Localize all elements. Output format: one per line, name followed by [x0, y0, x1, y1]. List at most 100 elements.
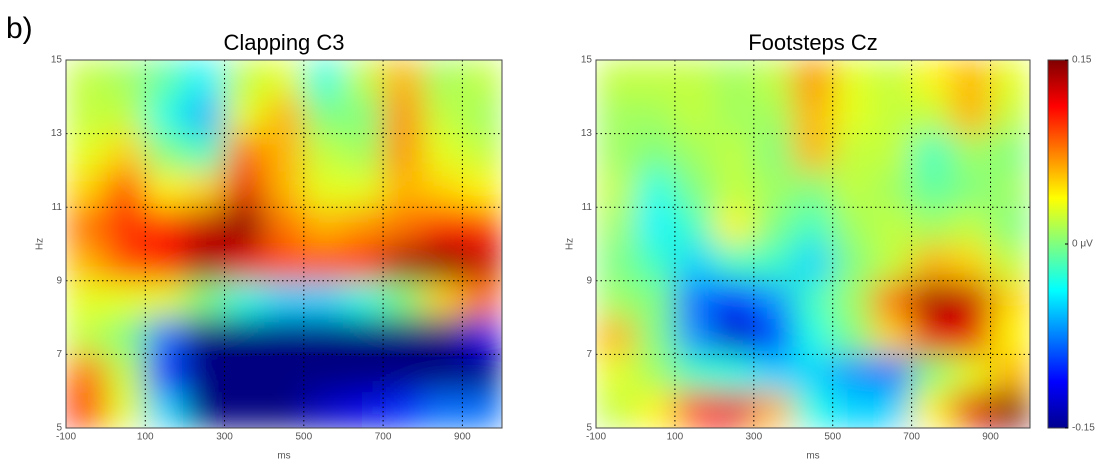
heatmap-cell: [422, 354, 463, 392]
heatmap-cell: [990, 244, 1030, 282]
heatmap-cell: [422, 60, 463, 98]
y-tick-label: 15: [581, 55, 593, 66]
heatmap-cell: [635, 170, 676, 208]
heatmap-cell: [105, 317, 146, 355]
heatmap-cell: [105, 133, 146, 171]
heatmap-cell: [596, 60, 636, 98]
heatmap-cell: [753, 354, 794, 392]
plot-area: [596, 60, 1030, 428]
x-tick-label: 500: [295, 432, 312, 443]
heatmap-cell: [422, 391, 463, 428]
heatmap-cell: [990, 317, 1030, 355]
heatmap-cell: [105, 170, 146, 208]
heatmap-cell: [753, 280, 794, 319]
x-tick-label: 500: [824, 432, 841, 443]
heatmap-cell: [105, 280, 146, 319]
heatmap-cell: [596, 317, 636, 355]
heatmap-cell: [674, 170, 715, 208]
heatmap-cell: [462, 133, 502, 171]
heatmap-cell: [66, 207, 107, 245]
heatmap-cell: [714, 96, 755, 135]
heatmap-cell: [635, 60, 676, 98]
x-tick-label: 900: [454, 432, 471, 443]
heatmap-cell: [951, 170, 992, 208]
heatmap-cell: [303, 280, 344, 319]
heatmap-cell: [383, 133, 424, 171]
heatmap-cell: [793, 96, 834, 135]
heatmap-cell: [145, 96, 186, 135]
heatmap-cell: [462, 391, 502, 428]
heatmap-cell: [224, 354, 265, 392]
heatmap-cell: [674, 60, 715, 98]
heatmap-cell: [714, 354, 755, 392]
heatmap-cell: [951, 317, 992, 355]
x-tick-label: 700: [903, 432, 920, 443]
heatmap-cell: [832, 96, 873, 135]
heatmap-cell: [990, 60, 1030, 98]
colorbar-tick-label: 0.15: [1072, 55, 1092, 66]
heatmap-cell: [264, 207, 305, 245]
x-tick-label: -100: [56, 432, 76, 443]
x-tick-label: 700: [375, 432, 392, 443]
heatmap-cell: [264, 170, 305, 208]
heatmap-cell: [793, 244, 834, 282]
heatmap-cell: [872, 354, 913, 392]
heatmap-cell: [145, 133, 186, 171]
heatmap-cell: [343, 170, 384, 208]
heatmap-cell: [674, 133, 715, 171]
heatmap-cell: [224, 391, 265, 428]
heatmap-cell: [343, 60, 384, 98]
heatmap-cell: [596, 96, 636, 135]
y-tick-label: 9: [586, 275, 592, 286]
heatmap-cell: [184, 133, 226, 171]
heatmap-cell: [714, 60, 755, 98]
heatmap-cell: [990, 170, 1030, 208]
heatmap-cell: [303, 96, 344, 135]
heatmap-cell: [793, 60, 834, 98]
heatmap-cell: [951, 354, 992, 392]
heatmap-cell: [264, 60, 305, 98]
heatmap-cell: [264, 354, 305, 392]
heatmap-cell: [753, 60, 794, 98]
heatmap-cell: [303, 60, 344, 98]
heatmap-cell: [422, 244, 463, 282]
heatmap-cell: [224, 244, 265, 282]
heatmap-cell: [66, 170, 107, 208]
heatmap-cell: [832, 280, 873, 319]
heatmap-cell: [832, 391, 873, 428]
heatmap-cell: [596, 170, 636, 208]
x-axis-label: ms: [806, 451, 819, 462]
heatmap-cell: [911, 60, 952, 98]
heatmap-cell: [462, 96, 502, 135]
x-tick-label: 900: [982, 432, 999, 443]
heatmap-cell: [343, 244, 384, 282]
x-tick-label: 300: [745, 432, 762, 443]
plot-frame: [65, 59, 503, 429]
y-tick-label: 5: [586, 423, 592, 434]
heatmap-cell: [343, 96, 384, 135]
heatmap-cell: [714, 133, 755, 171]
heatmap-cell: [224, 60, 265, 98]
heatmap-cell: [383, 96, 424, 135]
heatmap-cell: [224, 280, 265, 319]
heatmap-cell: [872, 60, 913, 98]
heatmap-cell: [951, 244, 992, 282]
heatmap-cell: [714, 170, 755, 208]
heatmap-cell: [383, 207, 424, 245]
heatmap-cell: [753, 170, 794, 208]
heatmap-cell: [674, 244, 715, 282]
plot-area: [66, 60, 502, 428]
heatmap-cell: [303, 317, 344, 355]
heatmap-cell: [753, 244, 794, 282]
heatmap-cell: [714, 207, 755, 245]
heatmap-cell: [105, 207, 146, 245]
heatmap-cell: [753, 391, 794, 428]
heatmap-cell: [264, 391, 305, 428]
heatmap-cell: [105, 96, 146, 135]
y-tick-label: 13: [581, 128, 593, 139]
heatmap-cell: [462, 60, 502, 98]
heatmap-cell: [596, 354, 636, 392]
panel-label: b): [6, 12, 33, 45]
heatmap-cell: [674, 354, 715, 392]
heatmap-cell: [422, 170, 463, 208]
